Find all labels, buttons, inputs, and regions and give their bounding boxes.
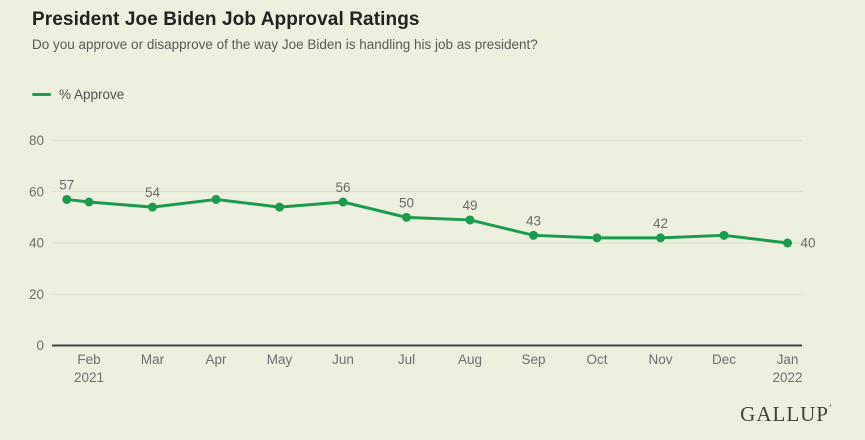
data-point: [84, 197, 94, 207]
data-point-label: 42: [653, 216, 668, 231]
data-point: [783, 238, 792, 248]
x-tick-label-jan: Jan: [777, 352, 799, 367]
y-tick-label-40: 40: [29, 236, 44, 251]
x-tick-label-aug: Aug: [458, 352, 482, 367]
gallup-wordmark: GALLUP: [740, 402, 829, 426]
chart-title: President Joe Biden Job Approval Ratings: [32, 9, 420, 30]
x-tick-year-2021: 2021: [74, 370, 104, 385]
data-point-label: 50: [399, 195, 414, 210]
x-tick-label-apr: Apr: [205, 352, 227, 367]
data-point: [62, 194, 72, 204]
x-tick-label-feb: Feb: [77, 352, 100, 367]
x-tick-label-may: May: [267, 352, 293, 367]
data-point-label: 56: [335, 180, 350, 195]
x-tick-label-nov: Nov: [648, 352, 672, 367]
data-point: [338, 197, 348, 207]
x-tick-label-oct: Oct: [586, 352, 607, 367]
data-point: [719, 230, 729, 240]
y-tick-label-20: 20: [29, 287, 44, 302]
chart-subtitle: Do you approve or disapprove of the way …: [32, 37, 538, 52]
data-point-label: 54: [145, 185, 161, 200]
data-point: [275, 202, 284, 212]
data-point: [529, 230, 538, 240]
x-tick-year-2022: 2022: [772, 370, 802, 385]
approval-series-line: [65, 197, 789, 245]
y-tick-label-0: 0: [36, 338, 44, 353]
trademark-mark: ’: [829, 403, 832, 413]
data-point-label: 40: [801, 236, 816, 251]
data-point: [211, 194, 221, 204]
data-point-label: 49: [462, 198, 477, 213]
x-tick-label-jun: Jun: [332, 352, 354, 367]
data-point: [402, 212, 411, 222]
data-point-label: 43: [526, 213, 541, 228]
gallup-logo: GALLUP’: [740, 404, 832, 425]
data-point: [656, 233, 665, 243]
x-tick-label-mar: Mar: [141, 352, 165, 367]
x-tick-label-sep: Sep: [521, 352, 545, 367]
data-point: [148, 202, 157, 212]
legend: % Approve: [32, 87, 124, 102]
legend-label: % Approve: [59, 87, 125, 102]
x-tick-label-jul: Jul: [398, 352, 415, 367]
data-point-label: 57: [59, 177, 74, 192]
data-point: [592, 233, 602, 243]
y-tick-label-80: 80: [29, 133, 44, 148]
legend-line-swatch: [32, 93, 51, 96]
x-tick-label-dec: Dec: [712, 352, 736, 367]
data-point: [465, 215, 475, 225]
y-tick-label-60: 60: [29, 184, 44, 199]
